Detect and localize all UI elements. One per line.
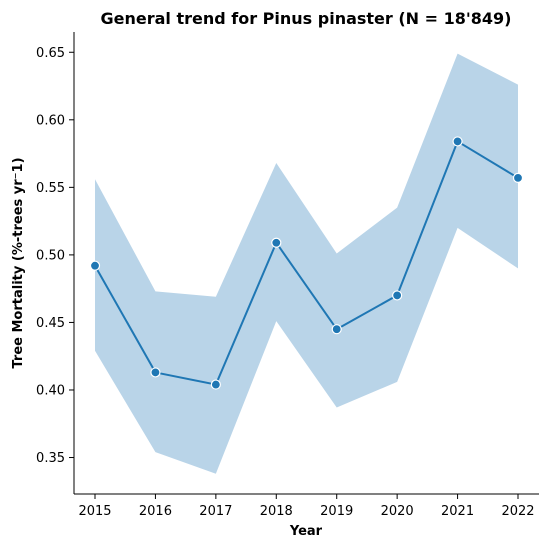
y-tick-label: 0.65 (36, 46, 65, 61)
data-point (150, 367, 161, 378)
data-point (392, 290, 403, 301)
y-tick-label: 0.50 (36, 248, 65, 263)
y-tick-label: 0.35 (36, 451, 65, 466)
x-ticks: 2015 2016 2017 2018 2019 2020 2021 2022 (78, 494, 535, 519)
axes (73, 32, 539, 495)
y-tick-label: 0.55 (36, 181, 65, 196)
x-tick-label: 2016 (139, 504, 172, 519)
x-tick-label: 2019 (320, 504, 353, 519)
data-point (512, 172, 524, 183)
data-point (271, 237, 282, 248)
x-tick-label: 2017 (199, 504, 232, 519)
x-tick-label: 2018 (260, 504, 293, 519)
y-tick-label: 0.40 (36, 383, 65, 398)
x-axis-label: Year (289, 524, 323, 539)
data-point (210, 379, 221, 390)
chart-title: General trend for Pinus pinaster (N = 18… (100, 9, 511, 28)
x-tick-label: 2022 (501, 504, 534, 519)
data-point (452, 136, 463, 147)
x-tick-label: 2020 (381, 504, 414, 519)
data-point (89, 260, 101, 271)
series-line (94, 140, 519, 386)
y-tick-label: 0.60 (36, 113, 65, 128)
y-tick-label: 0.45 (36, 316, 65, 331)
y-ticks: 0.35 0.40 0.45 0.50 0.55 0.60 0.65 (36, 46, 74, 466)
y-axis-label: Tree Mortality (%-trees yr⁻1) (11, 157, 26, 368)
data-points (89, 136, 524, 390)
series-line-layer (94, 140, 519, 386)
confidence-band (95, 53, 518, 474)
data-point (331, 324, 342, 335)
x-tick-label: 2015 (78, 504, 111, 519)
x-tick-label: 2021 (441, 504, 474, 519)
confidence-band-layer (95, 53, 518, 474)
